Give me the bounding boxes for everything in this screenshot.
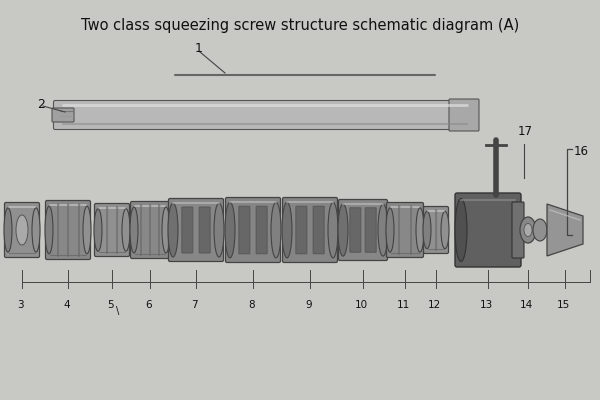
Ellipse shape — [533, 219, 547, 241]
FancyBboxPatch shape — [239, 206, 250, 254]
Ellipse shape — [225, 202, 235, 258]
Text: 11: 11 — [397, 300, 410, 310]
Ellipse shape — [524, 224, 532, 236]
Text: 17: 17 — [518, 125, 533, 138]
Text: 1: 1 — [195, 42, 203, 54]
FancyBboxPatch shape — [338, 200, 388, 260]
Polygon shape — [547, 204, 583, 256]
Ellipse shape — [214, 203, 224, 257]
Text: 4: 4 — [63, 300, 70, 310]
Ellipse shape — [386, 208, 394, 252]
FancyBboxPatch shape — [386, 202, 424, 258]
Ellipse shape — [282, 202, 292, 258]
FancyBboxPatch shape — [131, 202, 170, 258]
FancyBboxPatch shape — [365, 208, 376, 252]
Ellipse shape — [520, 217, 536, 243]
Ellipse shape — [378, 204, 388, 256]
FancyBboxPatch shape — [95, 204, 130, 256]
Text: 13: 13 — [480, 300, 493, 310]
FancyBboxPatch shape — [512, 202, 524, 258]
Ellipse shape — [32, 208, 40, 252]
Text: 15: 15 — [557, 300, 570, 310]
FancyBboxPatch shape — [53, 100, 476, 130]
FancyBboxPatch shape — [52, 108, 74, 122]
FancyBboxPatch shape — [313, 206, 324, 254]
FancyBboxPatch shape — [283, 198, 337, 262]
FancyBboxPatch shape — [199, 207, 210, 253]
Ellipse shape — [16, 215, 28, 245]
Ellipse shape — [416, 208, 424, 252]
Text: \: \ — [116, 306, 119, 316]
Ellipse shape — [423, 211, 431, 249]
FancyBboxPatch shape — [296, 206, 307, 254]
Ellipse shape — [455, 198, 467, 262]
Ellipse shape — [168, 203, 178, 257]
Ellipse shape — [122, 209, 130, 251]
FancyBboxPatch shape — [350, 208, 361, 252]
FancyBboxPatch shape — [182, 207, 193, 253]
Text: 2: 2 — [37, 98, 45, 112]
Text: 14: 14 — [520, 300, 533, 310]
FancyBboxPatch shape — [424, 206, 449, 254]
Text: 8: 8 — [248, 300, 254, 310]
Ellipse shape — [94, 209, 102, 251]
Ellipse shape — [45, 206, 53, 254]
FancyBboxPatch shape — [5, 202, 40, 258]
Text: 7: 7 — [191, 300, 197, 310]
Text: 6: 6 — [145, 300, 152, 310]
Ellipse shape — [271, 202, 281, 258]
Ellipse shape — [130, 207, 138, 253]
Text: 3: 3 — [17, 300, 23, 310]
Text: 16: 16 — [574, 145, 589, 158]
Ellipse shape — [338, 204, 348, 256]
FancyBboxPatch shape — [449, 99, 479, 131]
FancyBboxPatch shape — [455, 193, 521, 267]
FancyBboxPatch shape — [169, 198, 223, 262]
FancyBboxPatch shape — [226, 198, 281, 262]
Ellipse shape — [83, 206, 91, 254]
Text: 10: 10 — [355, 300, 368, 310]
Text: Two class squeezing screw structure schematic diagram (A): Two class squeezing screw structure sche… — [81, 18, 519, 33]
Ellipse shape — [162, 207, 170, 253]
Ellipse shape — [441, 211, 449, 249]
Ellipse shape — [4, 208, 12, 252]
Ellipse shape — [328, 202, 338, 258]
Text: 9: 9 — [305, 300, 311, 310]
Text: 5: 5 — [107, 300, 113, 310]
FancyBboxPatch shape — [46, 200, 91, 260]
Text: 12: 12 — [428, 300, 441, 310]
FancyBboxPatch shape — [256, 206, 267, 254]
